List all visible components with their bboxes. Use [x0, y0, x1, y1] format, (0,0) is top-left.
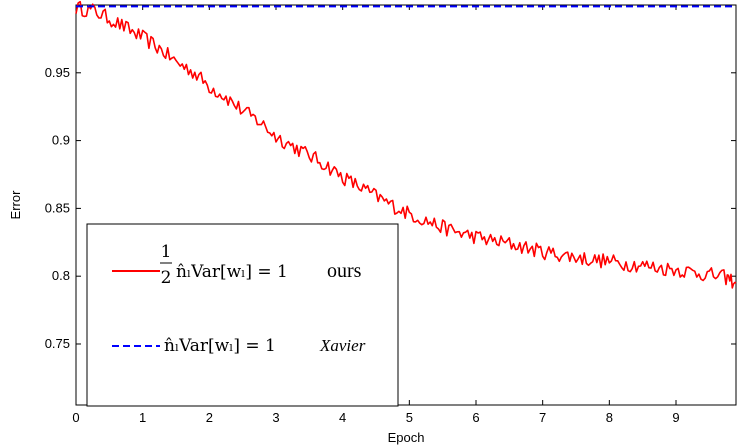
legend-formula-xavier: n̂ₗVar[wₗ] = 1 — [164, 336, 276, 356]
y-axis-title: Error — [8, 190, 23, 220]
x-tick-label: 8 — [606, 410, 613, 425]
legend-fraction-denominator: 2 — [161, 268, 172, 288]
legend-tag-ours: ours — [327, 260, 362, 282]
legend-box — [86, 223, 399, 407]
legend: 1 2 n̂ₗVar[wₗ] = 1 ours n̂ₗVar[wₗ] = 1 X… — [86, 223, 399, 407]
x-tick-label: 7 — [539, 410, 546, 425]
x-tick-label: 5 — [406, 410, 413, 425]
x-tick-label: 3 — [272, 410, 279, 425]
x-axis-ticks: 0 1 2 3 4 5 6 7 8 9 — [72, 5, 680, 425]
x-tick-label: 9 — [672, 410, 679, 425]
legend-formula-ours: n̂ₗVar[wₗ] = 1 — [176, 262, 288, 282]
legend-fraction-numerator: 1 — [161, 242, 172, 262]
series-line-ours — [75, 0, 737, 289]
x-tick-label: 6 — [472, 410, 479, 425]
legend-tag-xavier: Xavier — [319, 336, 366, 355]
y-tick-label: 0.75 — [45, 336, 70, 351]
x-tick-label: 4 — [339, 410, 346, 425]
y-axis-ticks: 0.75 0.8 0.85 0.9 0.95 — [45, 65, 736, 351]
x-tick-label: 0 — [72, 410, 79, 425]
y-tick-label: 0.8 — [52, 268, 70, 283]
x-axis-title: Epoch — [388, 430, 425, 445]
series-layer — [75, 0, 737, 289]
y-tick-label: 0.85 — [45, 200, 70, 215]
x-tick-label: 1 — [139, 410, 146, 425]
x-tick-label: 2 — [206, 410, 213, 425]
y-tick-label: 0.9 — [52, 133, 70, 148]
y-tick-label: 0.95 — [45, 65, 70, 80]
